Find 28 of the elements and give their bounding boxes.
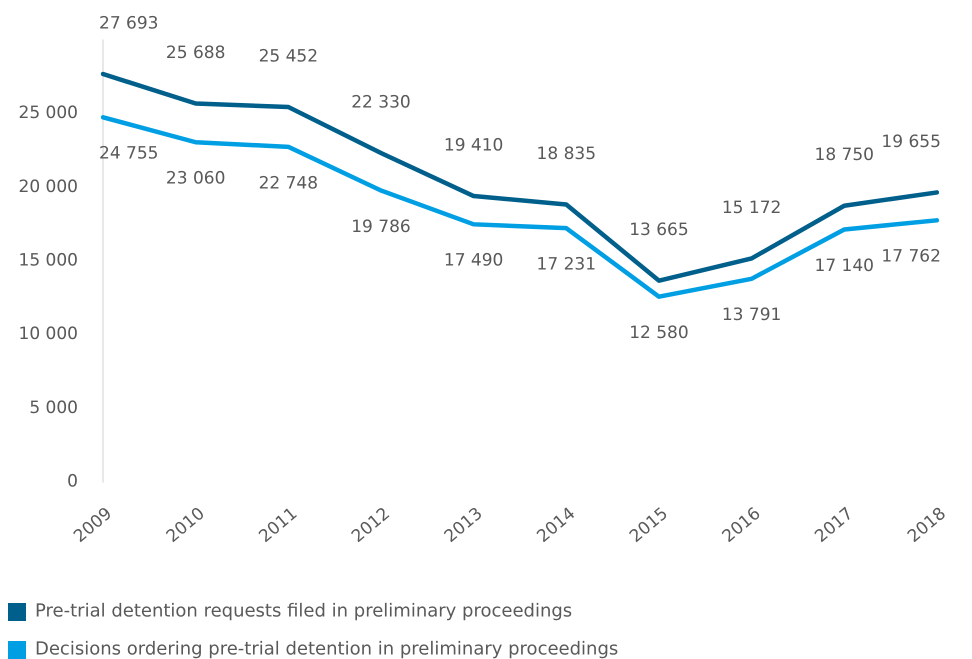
- data-label: 22 748: [258, 173, 318, 194]
- y-tick-label: 25 000: [18, 103, 78, 124]
- data-label: 25 452: [258, 46, 318, 66]
- data-label: 24 755: [99, 144, 158, 164]
- data-label: 17 140: [814, 256, 874, 276]
- data-label: 19 786: [351, 216, 411, 237]
- y-tick-label: 0: [67, 471, 78, 492]
- data-label: 25 688: [166, 42, 226, 63]
- y-tick-label: 5 000: [29, 398, 78, 418]
- y-tick-label: 15 000: [18, 250, 78, 270]
- data-label: 22 330: [351, 92, 411, 112]
- data-label: 19 410: [444, 135, 504, 156]
- data-label: 13 791: [722, 305, 782, 326]
- data-label: 13 665: [629, 220, 689, 240]
- data-label: 17 490: [444, 250, 504, 271]
- data-label: 19 655: [881, 132, 941, 152]
- data-label: 15 172: [722, 198, 782, 218]
- data-label: 17 762: [881, 246, 941, 267]
- legend-label: Pre-trial detention requests filed in preliminary proceedings: [35, 600, 572, 622]
- data-label: 17 231: [536, 254, 596, 275]
- data-label: 12 580: [629, 323, 689, 344]
- y-tick-label: 10 000: [18, 324, 78, 344]
- data-label: 27 693: [99, 13, 158, 34]
- data-label: 23 060: [166, 168, 226, 189]
- y-tick-label: 20 000: [18, 176, 78, 197]
- data-label: 18 750: [814, 145, 874, 166]
- data-label: 18 835: [536, 144, 596, 164]
- legend-label: Decisions ordering pre-trial detention in preliminary proceedings: [35, 638, 618, 659]
